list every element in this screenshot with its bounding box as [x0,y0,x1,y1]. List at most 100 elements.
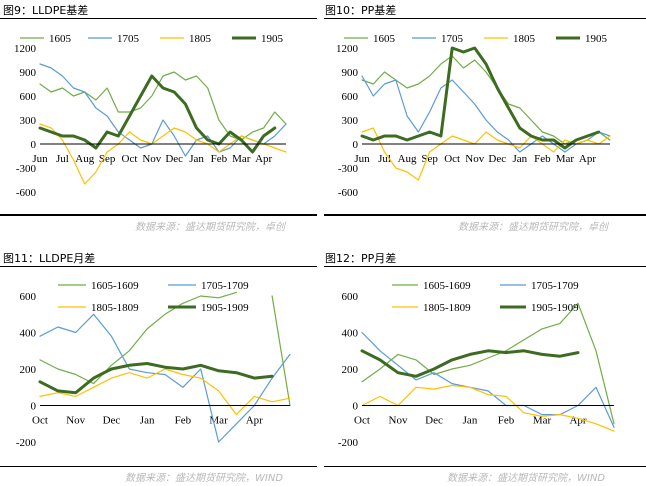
x-tick-label-3: Jan [463,415,478,427]
legend-label-1605: 1605 [373,33,396,45]
y-tick-label-2: 0 [353,139,359,151]
chart-lldpe-basis: -600 -300 0 300 600 900 1200 Jun Jul Aug Sep Oct Nov… [14,33,287,199]
x-tick-label-2: Dec [103,415,121,427]
series-line-1905 [38,74,277,154]
y-tick-label-0: -600 [16,187,37,199]
x-tick-label-10: Apr [579,153,596,165]
panel-title: 图11：LLDPE月差 [3,252,96,265]
x-tick-label-0: Jun [32,153,48,165]
x-tick-label-10: Apr [255,153,272,165]
y-tick-label-3: 400 [342,328,359,340]
x-tick-label-0: Oct [354,415,370,427]
x-tick-label-4: Feb [498,415,515,427]
series-line-1905 [360,46,601,150]
title-rule [324,18,646,19]
bottom-rule [324,466,646,467]
legend-label-1805-1809: 1805-1809 [423,302,471,314]
series-line-1605 [361,55,611,145]
x-tick-label-4: Oct [444,153,460,165]
legend-label-1705: 1705 [441,33,464,45]
x-tick-label-3: Sep [421,153,438,165]
x-tick-label-2: Dec [425,415,443,427]
y-tick-label-3: 300 [20,115,37,127]
y-tick-label-0: -600 [338,187,359,199]
y-tick-label-6: 1200 [14,43,37,55]
source-note: 数据来源：盛达期货研究院，卓创 [135,222,285,233]
source-note: 数据来源：盛达期货研究院，WIND [447,473,606,484]
x-tick-label-9: Mar [232,153,251,165]
x-tick-label-3: Jan [140,415,155,427]
x-tick-label-1: Nov [66,415,85,427]
x-tick-label-2: Aug [398,153,417,165]
x-tick-label-3: Sep [99,153,116,165]
y-tick-label-0: -200 [338,437,359,449]
legend-label-1605-1609: 1605-1609 [423,280,471,292]
title-rule [324,266,646,267]
legend-label-1705: 1705 [117,33,140,45]
x-tick-label-7: Jan [512,153,527,165]
x-tick-label-5: Nov [465,153,484,165]
series-line-1705 [361,75,611,153]
x-tick-label-6: Apr [246,415,263,427]
y-tick-label-4: 600 [20,291,37,303]
bottom-rule [0,214,317,216]
legend-label-1805-1809: 1805-1809 [91,302,139,314]
x-tick-label-0: Jun [354,153,370,165]
series-line-1605 [39,71,287,141]
series-line-1605-1609 [361,302,615,425]
y-tick-label-4: 600 [20,91,37,103]
legend-label-1805: 1805 [513,33,536,45]
x-tick-label-8: Feb [534,153,551,165]
legend-label-1605: 1605 [49,33,72,45]
series-line-1805 [39,123,287,185]
panel-title: 图9：LLDPE基差 [3,4,89,17]
series-line-1805 [361,127,611,181]
x-tick-label-7: Jan [189,153,204,165]
x-tick-label-1: Jul [56,153,69,165]
title-rule [0,18,317,19]
legend-label-1605-1609: 1605-1609 [91,280,139,292]
panel-title: 图10：PP基差 [325,4,397,17]
y-tick-label-3: 300 [342,115,359,127]
panel-title: 图12：PP月差 [325,252,397,265]
series-line-1905-1909 [360,349,580,378]
source-note: 数据来源：盛达期货研究院，WIND [125,473,284,484]
y-tick-label-5: 900 [20,67,37,79]
title-rule [0,266,317,267]
x-tick-label-1: Nov [389,415,408,427]
y-tick-label-1: -300 [338,163,359,175]
series-line-1705 [39,63,287,157]
y-tick-label-1: 0 [353,401,359,413]
series-line-1805-1809 [39,368,291,416]
series-line-1605-1609 [39,291,291,407]
x-tick-label-2: Aug [75,153,94,165]
series-line-1905-1909 [38,362,274,395]
legend-label-1705-1709: 1705-1709 [201,280,249,292]
legend-label-1905: 1905 [585,33,608,45]
legend-label-1805: 1805 [189,33,212,45]
x-tick-label-8: Feb [211,153,228,165]
y-tick-label-1: 0 [31,401,37,413]
y-tick-label-2: 200 [342,364,359,376]
x-tick-label-9: Mar [556,153,575,165]
y-tick-label-2: 200 [20,364,37,376]
legend-label-1905: 1905 [261,33,284,45]
series-line-1705-1709 [39,313,291,443]
y-tick-label-2: 0 [31,139,37,151]
y-tick-label-5: 900 [342,67,359,79]
y-tick-label-4: 600 [342,91,359,103]
bottom-rule [324,214,646,216]
x-tick-label-4: Feb [175,415,192,427]
legend-label-1705-1709: 1705-1709 [531,280,579,292]
x-tick-label-4: Oct [122,153,138,165]
source-note: 数据来源：盛达期货研究院，卓创 [458,222,608,233]
x-tick-label-0: Oct [32,415,48,427]
legend-label-1905-1909: 1905-1909 [531,302,579,314]
y-tick-label-0: -200 [16,437,37,449]
x-tick-label-6: Dec [488,153,506,165]
y-tick-label-1: -300 [16,163,37,175]
x-tick-label-6: Dec [165,153,183,165]
